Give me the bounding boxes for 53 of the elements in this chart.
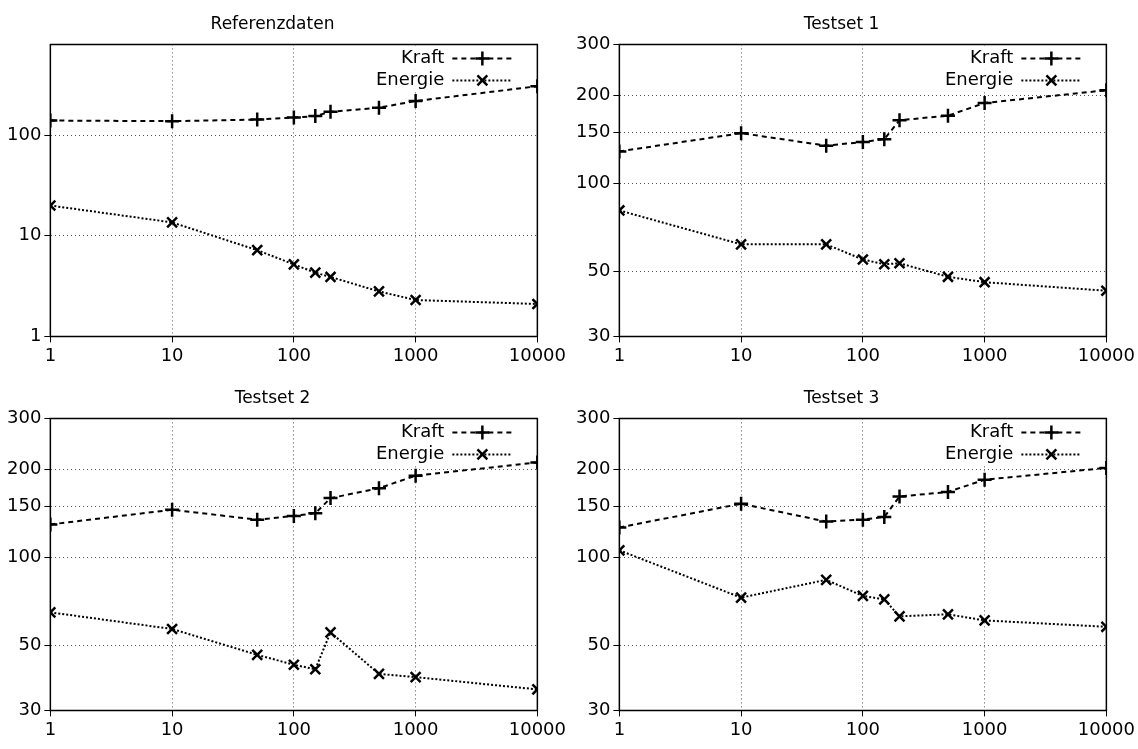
y-tick-label: 100 (576, 545, 611, 567)
x-tick-label: 10 (160, 717, 184, 739)
x-tick-label: 1 (44, 343, 57, 365)
y-tick-label: 300 (576, 32, 611, 54)
x-tick-label: 100 (276, 343, 312, 365)
x-tick-label: 10000 (508, 343, 566, 365)
x-tick-label: 10000 (508, 717, 566, 739)
legend-label: Energie (375, 442, 445, 464)
legend-label: Kraft (970, 420, 1014, 442)
y-tick-label: 200 (7, 457, 42, 479)
x-tick-label: 10 (729, 717, 753, 739)
x-tick-label: 1000 (961, 717, 1008, 739)
x-tick-label: 1000 (392, 717, 439, 739)
y-tick-label: 30 (587, 698, 611, 720)
x-tick-label: 100 (845, 343, 881, 365)
y-tick-label: 30 (587, 324, 611, 346)
x-tick-label: 1000 (961, 343, 1008, 365)
chart-title: Testset 3 (802, 386, 880, 407)
legend-label: Kraft (401, 46, 445, 68)
y-tick-label: 30 (18, 698, 42, 720)
y-tick-label: 150 (576, 493, 611, 515)
x-tick-label: 10000 (1077, 343, 1135, 365)
x-tick-label: 1 (613, 717, 626, 739)
y-tick-label: 50 (587, 259, 611, 281)
legend-label: Energie (944, 442, 1014, 464)
y-tick-label: 100 (7, 122, 42, 144)
x-tick-label: 1000 (392, 343, 439, 365)
y-tick-label: 100 (7, 545, 42, 567)
x-tick-label: 1 (613, 343, 626, 365)
y-tick-label: 200 (576, 83, 611, 105)
legend-label: Energie (375, 68, 445, 90)
chart-title: Referenzdaten (210, 12, 335, 33)
x-tick-label: 10000 (1077, 717, 1135, 739)
y-tick-label: 300 (7, 406, 42, 428)
y-tick-label: 150 (576, 119, 611, 141)
y-tick-label: 100 (576, 171, 611, 193)
chart-title: Testset 2 (233, 386, 311, 407)
x-tick-label: 100 (276, 717, 312, 739)
y-tick-label: 150 (7, 493, 42, 515)
chart-title: Testset 1 (802, 12, 880, 33)
x-tick-label: 100 (845, 717, 881, 739)
y-tick-label: 50 (587, 633, 611, 655)
legend-label: Kraft (401, 420, 445, 442)
y-tick-label: 300 (576, 406, 611, 428)
x-tick-label: 10 (729, 343, 753, 365)
x-tick-label: 10 (160, 343, 184, 365)
y-tick-label: 200 (576, 457, 611, 479)
y-tick-label: 1 (29, 324, 42, 346)
x-tick-label: 1 (44, 717, 57, 739)
y-tick-label: 10 (18, 223, 42, 245)
legend-label: Energie (944, 68, 1014, 90)
y-tick-label: 50 (18, 633, 42, 655)
legend-label: Kraft (970, 46, 1014, 68)
